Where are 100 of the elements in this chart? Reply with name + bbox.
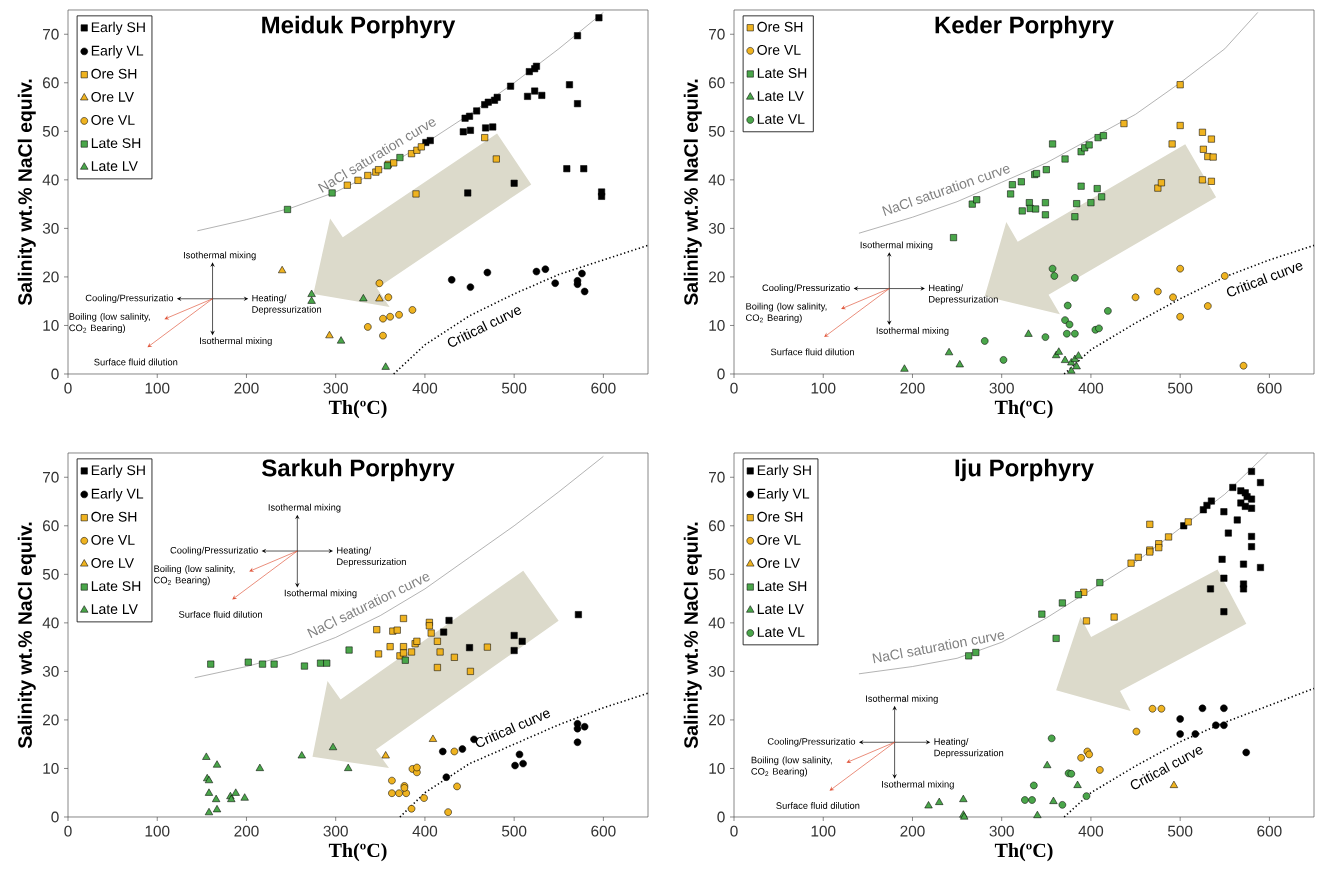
- legend-label: Ore LV: [757, 557, 800, 568]
- y-tick-label: 40: [42, 617, 59, 629]
- legend-label: Ore VL: [757, 44, 801, 55]
- annotation: Surface fluid dilution: [178, 610, 262, 618]
- legend-label: Early SH: [757, 464, 811, 478]
- annotation: Surface fluid dilution: [776, 801, 860, 809]
- chart-title: Iju Porphyry: [955, 458, 1094, 482]
- x-tick-label: 400: [1078, 825, 1104, 837]
- x-tick-label: 400: [412, 825, 438, 837]
- x-axis-title: Th(ºC): [328, 842, 387, 862]
- annotation: Heating/ Depressurization: [934, 737, 1004, 758]
- legend-label: Late LV: [757, 604, 804, 614]
- y-tick-label: 40: [708, 617, 725, 629]
- chart-title: Sarkuh Porphyry: [261, 458, 455, 482]
- x-tick-label: 200: [900, 382, 925, 394]
- text: NaCl saturation curve: [872, 632, 1005, 664]
- y-tick-label: 10: [43, 319, 59, 331]
- x-axis-title: Th(ºC): [994, 842, 1053, 862]
- legend-label: Early SH: [91, 464, 145, 478]
- annotation: Cooling/Pressurizatio: [767, 737, 856, 747]
- legend-label: Ore LV: [91, 91, 134, 102]
- y-tick-label: 30: [42, 665, 59, 677]
- y-tick-label: 40: [42, 174, 59, 186]
- annotation: Isothermal mixing: [876, 326, 949, 336]
- x-tick-label: 500: [1167, 382, 1193, 394]
- annotation: Boiling (low salinity, CO$_{2}$ Bearing): [69, 312, 150, 333]
- annotation: Cooling/Pressurizatio: [85, 294, 174, 303]
- annotation: Surface fluid dilution: [770, 348, 854, 356]
- legend-label: Ore SH: [757, 21, 803, 32]
- legend-label: Late LV: [91, 161, 138, 171]
- y-axis-title: Salinity wt.% NaCl equiv.: [17, 522, 36, 748]
- y-tick-label: 10: [709, 762, 725, 774]
- y-tick-label: 50: [42, 125, 59, 137]
- legend-label: Ore VL: [91, 534, 135, 545]
- annotation: Surface fluid dilution: [94, 358, 178, 366]
- x-tick-label: 500: [1167, 825, 1193, 837]
- legend-label: Ore SH: [91, 68, 137, 79]
- y-tick-label: 50: [708, 125, 725, 137]
- y-tick-label: 20: [709, 271, 725, 283]
- annotation: Isothermal mixing: [200, 337, 272, 346]
- annotation: Heating/ Depressurization: [929, 284, 998, 305]
- legend-label: Early VL: [91, 45, 144, 59]
- x-tick-label: 400: [412, 382, 438, 394]
- y-tick-label: 70: [709, 471, 725, 483]
- annotation: Boiling (low salinity, CO$_{2}$ Bearing): [746, 302, 827, 323]
- y-tick-label: 20: [43, 271, 59, 283]
- x-axis-title: Th(ºC): [994, 399, 1053, 419]
- chart-title: Meiduk Porphyry: [262, 15, 456, 39]
- x-tick-label: 0: [64, 825, 72, 837]
- x-tick-label: 200: [234, 825, 259, 837]
- y-tick-label: 0: [717, 811, 725, 823]
- x-tick-label: 100: [145, 825, 170, 837]
- x-tick-label: 100: [811, 825, 836, 837]
- y-tick-label: 10: [709, 319, 725, 331]
- annotation: Boiling (low salinity, CO$_{2}$ Bearing): [154, 565, 235, 586]
- x-axis-title: Th(ºC): [328, 399, 387, 419]
- x-tick-label: 600: [591, 825, 616, 837]
- legend-label: Late SH: [757, 580, 807, 591]
- annotation: Isothermal mixing: [268, 503, 341, 513]
- y-axis-title: Salinity wt.% NaCl equiv.: [683, 522, 702, 748]
- x-tick-label: 300: [989, 825, 1014, 837]
- x-tick-label: 100: [811, 382, 836, 394]
- legend-label: Ore SH: [91, 511, 137, 522]
- x-tick-label: 500: [501, 825, 527, 837]
- y-axis-title: Salinity wt.% NaCl equiv.: [683, 79, 702, 305]
- annotation: Isothermal mixing: [866, 694, 938, 704]
- y-tick-label: 20: [709, 714, 725, 726]
- x-tick-label: 200: [234, 382, 259, 394]
- legend-label: Late SH: [757, 67, 807, 78]
- legend-label: Late SH: [91, 580, 141, 591]
- legend-label: Early VL: [91, 488, 144, 502]
- legend-label: Late LV: [91, 604, 138, 614]
- x-tick-label: 600: [1257, 382, 1282, 394]
- annotation: Heating/ Depressurization: [252, 294, 322, 315]
- legend-label: Ore VL: [91, 114, 135, 125]
- y-tick-label: 0: [51, 368, 59, 380]
- y-tick-label: 50: [42, 568, 59, 580]
- x-tick-label: 300: [323, 825, 348, 837]
- legend-label: Early SH: [91, 21, 145, 35]
- legend-label: Ore VL: [757, 534, 801, 545]
- y-tick-label: 30: [708, 222, 725, 234]
- x-tick-label: 200: [900, 825, 925, 837]
- y-tick-label: 0: [51, 811, 59, 823]
- x-tick-label: 0: [730, 382, 738, 394]
- x-tick-label: 300: [989, 382, 1014, 394]
- legend-label: Late VL: [757, 627, 805, 637]
- legend-label: Late LV: [757, 91, 804, 101]
- y-tick-label: 30: [708, 665, 725, 677]
- y-tick-label: 20: [43, 714, 59, 726]
- x-tick-label: 400: [1078, 382, 1104, 394]
- legend-label: Ore SH: [757, 511, 803, 522]
- chart-title: Keder Porphyry: [935, 15, 1114, 39]
- annotation: Isothermal mixing: [882, 780, 954, 790]
- y-tick-label: 60: [43, 520, 59, 532]
- annotation: Cooling/Pressurizatio: [170, 546, 258, 556]
- y-tick-label: 60: [43, 77, 59, 89]
- x-tick-label: 0: [730, 825, 738, 837]
- annotation: Cooling/Pressurizatio: [762, 284, 850, 293]
- y-axis-title: Salinity wt.% NaCl equiv.: [17, 79, 36, 305]
- legend-label: Early VL: [757, 488, 810, 502]
